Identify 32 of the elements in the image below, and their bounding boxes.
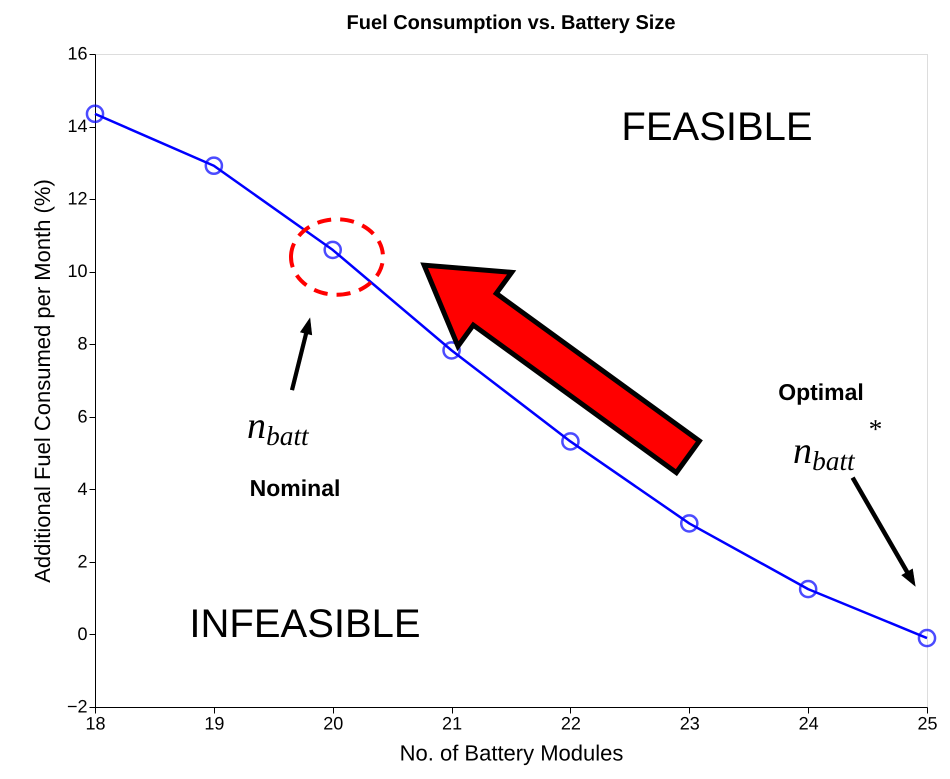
point bbox=[918, 628, 936, 648]
x-tick-label: 21 bbox=[442, 714, 462, 734]
y-tick-label: 12 bbox=[67, 188, 88, 209]
point bbox=[86, 104, 104, 124]
point bbox=[561, 432, 580, 451]
x-tick-label: 18 bbox=[85, 714, 106, 734]
x-tick-label: 23 bbox=[680, 714, 700, 734]
y-tick-label: 2 bbox=[77, 551, 88, 572]
y-tick-label: 16 bbox=[67, 44, 88, 64]
y-tick-label: 6 bbox=[77, 406, 88, 426]
y-tick-label: 10 bbox=[67, 261, 88, 282]
point bbox=[798, 580, 818, 598]
chart-title: Fuel Consumption vs. Battery Size bbox=[346, 12, 676, 34]
y-tick-label: 8 bbox=[77, 334, 88, 354]
x-tick-label: 19 bbox=[204, 714, 224, 734]
x-tick-label: 25 bbox=[917, 714, 938, 734]
point bbox=[680, 514, 699, 533]
annotation: FEASIBLE bbox=[621, 105, 813, 149]
x-tick-label: 20 bbox=[323, 714, 344, 734]
y-tick-label: 14 bbox=[67, 116, 88, 136]
y-tick-label: −2 bbox=[66, 696, 88, 716]
annotation: Optimal bbox=[778, 379, 864, 405]
point bbox=[323, 240, 342, 260]
x-tick-label: 22 bbox=[560, 714, 581, 734]
annotation: Nominal bbox=[250, 475, 340, 501]
y-tick-label: 0 bbox=[77, 624, 88, 644]
x-axis-title: No. of Battery Modules bbox=[400, 740, 624, 766]
annotation: INFEASIBLE bbox=[189, 602, 421, 646]
y-axis-title: Additional Fuel Consumed per Month (%) bbox=[30, 179, 55, 583]
x-tick-label: 24 bbox=[798, 714, 819, 734]
point bbox=[204, 156, 224, 176]
y-tick-label: 4 bbox=[77, 478, 88, 499]
